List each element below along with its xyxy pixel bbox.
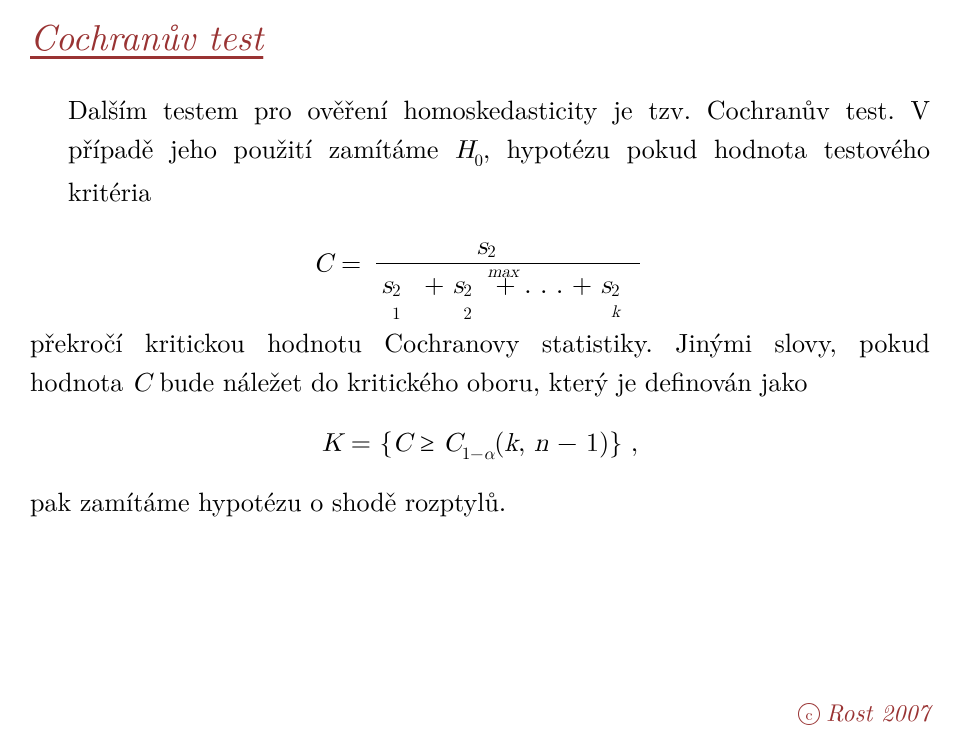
sym-eq: = — [332, 243, 370, 280]
paragraph-3: pak zamítáme hypotézu o shodě rozptylů. — [30, 481, 930, 520]
copyright-icon: c — [798, 703, 820, 725]
formula-C: C = s2max s21 + s22 + . . . + s2k — [30, 228, 930, 304]
den-sk: s — [601, 273, 611, 299]
den-s2-sup: 2 — [463, 279, 471, 301]
fraction: s2max s21 + s22 + . . . + s2k — [376, 228, 641, 304]
para2-text-b: bude náležet do kritického oboru, který … — [151, 362, 808, 399]
den-s1-sup: 2 — [392, 279, 400, 301]
sym-sub-minus: − — [470, 440, 483, 464]
den-s1-sub: 1 — [392, 302, 400, 324]
den-sk-sub: k — [611, 302, 620, 324]
sym-rbrace: } — [609, 422, 622, 459]
math-H: H — [455, 138, 475, 164]
sym-C: C — [314, 252, 333, 278]
sym-C1: C — [443, 431, 462, 457]
sym-K: K — [322, 431, 342, 457]
sym-rparen: ) — [599, 422, 609, 459]
sym-n: n — [534, 431, 548, 457]
fraction-num: s2max — [376, 228, 641, 264]
sym-eq2: = — [342, 422, 380, 459]
footer: c Rost 2007 — [798, 694, 930, 728]
sym-sub-alpha: α — [483, 446, 494, 463]
sym-geq: ≥ — [411, 422, 443, 459]
den-plus3: + — [563, 264, 601, 301]
num-s: s — [477, 234, 487, 260]
sym-tail: , — [622, 422, 638, 459]
den-s2-sub: 2 — [463, 302, 471, 324]
math-C-inline: C — [132, 371, 151, 397]
sym-minus: − — [549, 422, 587, 459]
num-s-sup: 2 — [487, 240, 495, 260]
footer-text: Rost 2007 — [826, 694, 930, 728]
sym-C2: C — [393, 431, 412, 457]
sym-k: k — [504, 431, 518, 457]
paragraph-2: překročí kritickou hodnotu Cochranovy st… — [30, 322, 930, 404]
num-s-sub: max — [487, 263, 518, 283]
paragraph-1: Dalším testem pro ověření homoskedastici… — [68, 89, 930, 210]
formula-K: K = {C ≥ C1−α(k, n − 1)} , — [30, 422, 930, 463]
den-plus1: + — [416, 264, 454, 301]
den-dots: . . . — [524, 264, 563, 301]
math-H-sub: 0 — [475, 147, 483, 171]
den-s1: s — [382, 273, 392, 299]
sym-one: 1 — [586, 422, 599, 459]
den-sk-sup: 2 — [611, 279, 619, 301]
page-title: Cochranův test — [30, 10, 930, 61]
sym-C1-sub: 1−α — [462, 440, 494, 464]
sym-lbrace: { — [380, 422, 393, 459]
den-s2: s — [453, 273, 463, 299]
sym-lparen: ( — [494, 422, 504, 459]
sym-comma: , — [518, 422, 534, 459]
